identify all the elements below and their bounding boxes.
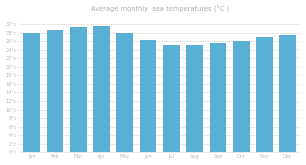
Bar: [24, 33, 40, 152]
Bar: [279, 35, 296, 152]
Bar: [163, 45, 180, 152]
Bar: [233, 41, 249, 152]
Bar: [117, 33, 133, 152]
Bar: [256, 37, 273, 152]
Bar: [140, 40, 156, 152]
Bar: [47, 30, 63, 152]
Bar: [186, 45, 203, 152]
Bar: [93, 26, 110, 152]
Bar: [210, 43, 226, 152]
Title: Average monthly  sea temperatures (°C ): Average monthly sea temperatures (°C ): [91, 6, 229, 13]
Bar: [70, 27, 87, 152]
